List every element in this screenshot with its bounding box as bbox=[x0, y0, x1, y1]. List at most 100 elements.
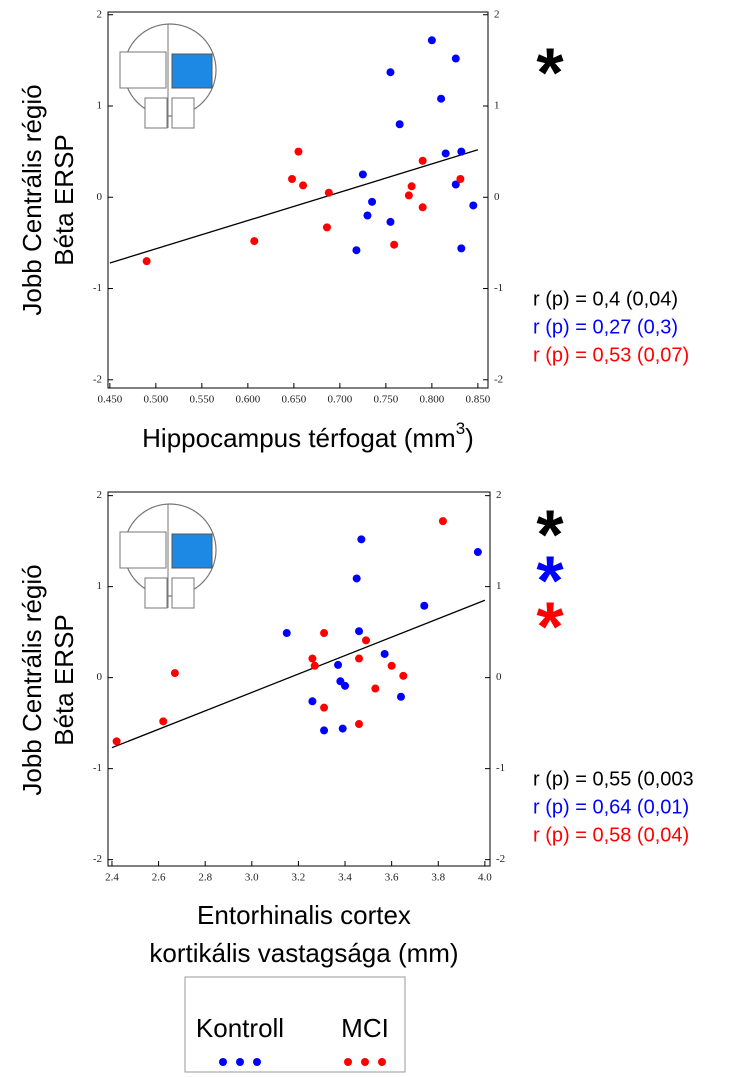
data-point bbox=[386, 217, 395, 226]
y2-tick-label: 1 bbox=[494, 100, 500, 112]
x-tick-label: 0.800 bbox=[419, 394, 444, 406]
legend-dot bbox=[236, 1058, 244, 1066]
y2-tick-label: -2 bbox=[496, 853, 505, 865]
fit-line bbox=[109, 149, 479, 264]
y-axis-label: Jobb Centrális régió bbox=[17, 564, 47, 795]
legend-label: MCI bbox=[341, 1013, 389, 1043]
data-point bbox=[441, 149, 450, 158]
data-point bbox=[427, 36, 436, 45]
legend-box bbox=[184, 976, 406, 1073]
x-tick-label: 2.8 bbox=[198, 872, 212, 884]
data-point bbox=[396, 692, 405, 701]
data-point bbox=[438, 517, 447, 526]
data-point bbox=[380, 649, 389, 658]
legend-dot bbox=[361, 1058, 369, 1066]
legend-dot bbox=[219, 1058, 227, 1066]
y-tick-label: -1 bbox=[93, 282, 102, 294]
stat-text: r (p) = 0,4 (0,04) bbox=[533, 288, 678, 310]
data-point bbox=[322, 223, 331, 232]
y-tick-label: 1 bbox=[97, 100, 103, 112]
data-point bbox=[320, 703, 329, 712]
data-point bbox=[451, 54, 460, 63]
y-tick-label: -2 bbox=[93, 373, 102, 385]
significance-asterisk: * bbox=[536, 541, 564, 619]
data-point bbox=[358, 170, 367, 179]
x-tick-label: 3.6 bbox=[385, 872, 399, 884]
stat-text: r (p) = 0,58 (0,04) bbox=[533, 824, 689, 846]
x-tick-label: 3.0 bbox=[245, 872, 259, 884]
data-point bbox=[294, 147, 303, 156]
data-point bbox=[355, 654, 364, 663]
x-tick-label: 2.4 bbox=[105, 872, 119, 884]
data-point bbox=[451, 180, 460, 189]
data-point bbox=[308, 654, 317, 663]
significance-asterisk: * bbox=[536, 587, 564, 665]
data-point bbox=[308, 697, 317, 706]
x-tick-label: 4.0 bbox=[478, 872, 492, 884]
y-axis-label: Béta ERSP bbox=[49, 614, 79, 746]
stat-text: r (p) = 0,53 (0,07) bbox=[533, 344, 689, 366]
data-point bbox=[418, 203, 427, 212]
y2-tick-label: 0 bbox=[496, 671, 502, 683]
data-point bbox=[437, 94, 446, 103]
x-axis-label-part: 3 bbox=[456, 419, 465, 438]
data-point bbox=[355, 720, 364, 729]
fit-line bbox=[111, 599, 486, 749]
data-point bbox=[142, 257, 151, 266]
data-point bbox=[371, 684, 380, 693]
data-point bbox=[418, 156, 427, 165]
data-point bbox=[355, 627, 364, 636]
stat-text: r (p) = 0,64 (0,01) bbox=[533, 796, 689, 818]
x-tick-label: 2.6 bbox=[152, 872, 166, 884]
data-point bbox=[310, 661, 319, 670]
data-point bbox=[159, 717, 168, 726]
stat-text: r (p) = 0,27 (0,3) bbox=[533, 316, 678, 338]
data-point bbox=[341, 681, 350, 690]
data-point bbox=[357, 535, 366, 544]
significance-asterisk: * bbox=[536, 495, 564, 573]
data-point bbox=[352, 246, 361, 255]
data-point bbox=[386, 68, 395, 77]
data-point bbox=[407, 182, 416, 191]
y-tick-label: 1 bbox=[97, 580, 103, 592]
data-point bbox=[469, 201, 478, 210]
brain-icons bbox=[119, 23, 217, 609]
data-point bbox=[473, 548, 482, 557]
y2-tick-label: -2 bbox=[494, 373, 503, 385]
y-tick-label: 2 bbox=[97, 8, 103, 20]
data-point bbox=[320, 629, 329, 638]
legend-label: Kontroll bbox=[196, 1013, 284, 1043]
x-axis-label-part: Hippocampus térfogat (mm bbox=[142, 423, 456, 453]
data-point bbox=[320, 726, 329, 735]
x-axis-label: Hippocampus térfogat (mm3) bbox=[142, 419, 474, 452]
data-point bbox=[324, 188, 333, 197]
x-tick-label: 3.2 bbox=[292, 872, 306, 884]
y-tick-label: 2 bbox=[97, 489, 103, 501]
data-point bbox=[170, 669, 179, 678]
data-point bbox=[387, 661, 396, 670]
x-axis-label: kortikális vastagsága (mm) bbox=[149, 938, 458, 968]
data-point bbox=[250, 237, 259, 246]
data-point bbox=[112, 737, 121, 746]
data-point bbox=[404, 191, 413, 200]
data-point bbox=[288, 175, 297, 184]
x-tick-label: 0.750 bbox=[373, 394, 398, 406]
significance-asterisk: * bbox=[536, 33, 564, 111]
data-point bbox=[456, 175, 465, 184]
data-point bbox=[338, 724, 347, 733]
data-point bbox=[420, 601, 429, 610]
y-tick-label: -2 bbox=[93, 853, 102, 865]
legend-dot bbox=[344, 1058, 352, 1066]
x-tick-label: 3.4 bbox=[338, 872, 352, 884]
x-tick-label: 0.500 bbox=[143, 394, 168, 406]
x-tick-label: 0.650 bbox=[281, 394, 306, 406]
x-axis-label-part: ) bbox=[465, 423, 474, 453]
x-tick-label: 0.850 bbox=[466, 394, 491, 406]
y2-tick-label: 1 bbox=[496, 580, 502, 592]
plot-frame bbox=[107, 491, 491, 867]
y-tick-label: 0 bbox=[97, 671, 103, 683]
y-tick-label: 0 bbox=[97, 191, 103, 203]
x-tick-label: 3.8 bbox=[431, 872, 445, 884]
legend-dot bbox=[378, 1058, 386, 1066]
y-axis-label: Jobb Centrális régió bbox=[17, 84, 47, 315]
